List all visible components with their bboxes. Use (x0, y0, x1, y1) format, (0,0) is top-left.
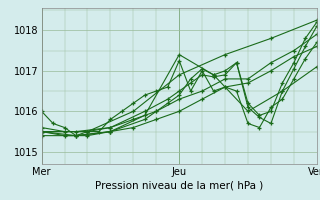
X-axis label: Pression niveau de la mer( hPa ): Pression niveau de la mer( hPa ) (95, 181, 263, 191)
